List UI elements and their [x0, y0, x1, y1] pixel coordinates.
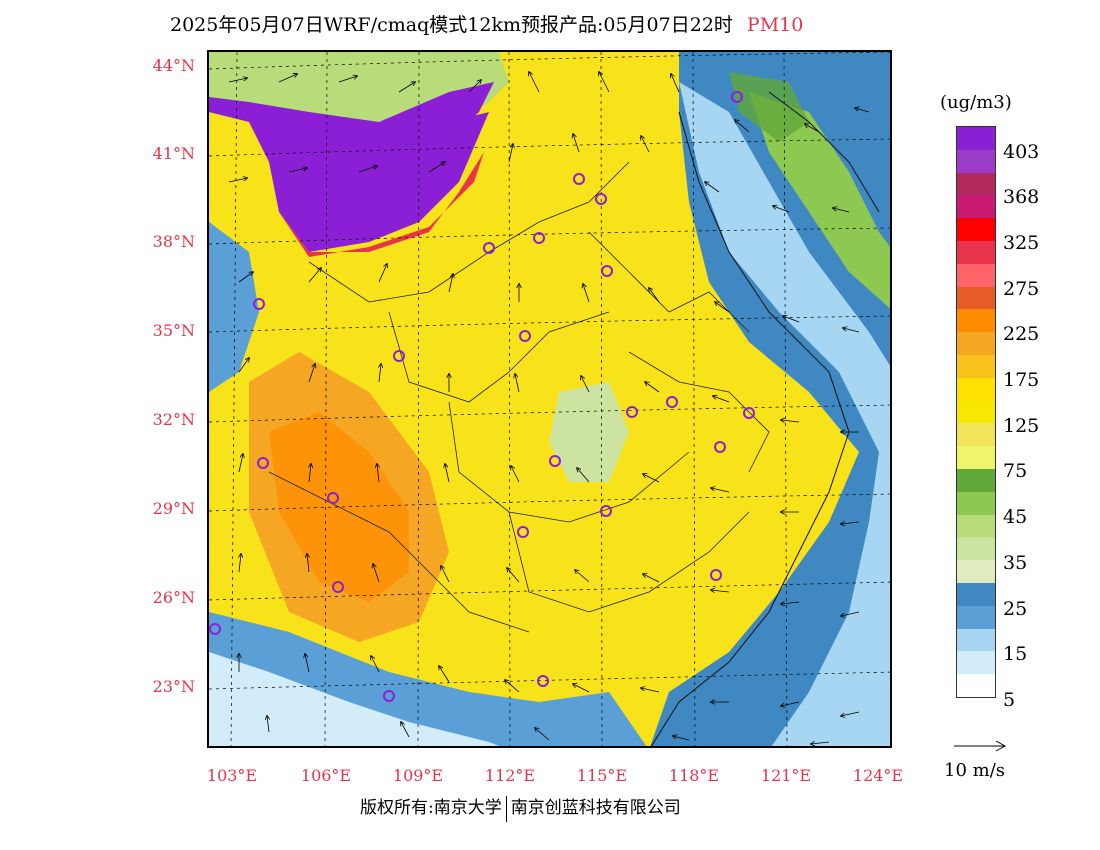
lat-label-32: 32°N	[152, 410, 195, 429]
lat-label-38: 38°N	[152, 232, 195, 251]
lat-label-35: 35°N	[152, 321, 195, 340]
sand-plume-core	[209, 112, 489, 252]
color-bar-cell	[957, 172, 995, 196]
province-borders	[268, 161, 770, 633]
copyright-right: 南京创蓝科技有限公司	[510, 798, 681, 818]
color-bar-cell	[957, 263, 995, 287]
legend-label: 15	[1003, 643, 1028, 665]
color-bar-cell	[957, 423, 995, 447]
legend-label: 175	[1003, 369, 1040, 391]
color-bar-cell	[957, 582, 995, 606]
color-bar-cell	[957, 240, 995, 264]
legend-label: 45	[1003, 506, 1028, 528]
copyright-divider	[505, 795, 507, 822]
central-low	[549, 382, 629, 482]
lon-label-121: 121°E	[760, 766, 812, 785]
legend-label: 25	[1003, 598, 1028, 620]
color-bar-cell	[957, 377, 995, 401]
legend-label: 75	[1003, 460, 1028, 482]
wind-scale-label: 10 m/s	[944, 760, 1005, 781]
lon-label-115: 115°E	[576, 766, 628, 785]
pollutant-label: PM10	[746, 14, 804, 36]
color-bar-cell	[957, 354, 995, 378]
color-bar-cell	[957, 628, 995, 652]
color-bar-cell	[957, 446, 995, 469]
wind-vectors	[228, 72, 870, 744]
color-bar-cell	[957, 218, 995, 241]
color-bar-cell	[957, 491, 995, 515]
color-bar-cell	[957, 651, 995, 675]
color-bar	[956, 126, 996, 698]
lat-label-29: 29°N	[152, 499, 195, 518]
color-bar-cell	[957, 309, 995, 333]
sea-zone-light	[679, 82, 890, 746]
color-bar-cell	[957, 149, 995, 173]
color-bar-cell	[957, 605, 995, 629]
northeast-green	[749, 92, 890, 309]
northeast-dark-green	[729, 72, 809, 142]
lon-label-124: 124°E	[852, 766, 904, 785]
color-bar-cell	[957, 560, 995, 583]
color-bar-cell	[957, 127, 995, 150]
legend-label: 368	[1003, 186, 1040, 208]
map-title: 2025年05月07日WRF/cmaq模式12km预报产品:05月07日22时 P…	[170, 10, 803, 37]
city-markers	[209, 91, 755, 702]
south-zone-light	[209, 652, 499, 746]
wind-scale-arrow	[954, 740, 1007, 752]
color-bar-cell	[957, 537, 995, 561]
lon-label-103: 103°E	[206, 766, 258, 785]
west-zone	[209, 222, 259, 392]
pollution-field	[209, 52, 890, 746]
legend-label: 5	[1003, 689, 1016, 711]
lat-label-23: 23°N	[152, 677, 195, 696]
forecast-map	[207, 50, 892, 748]
color-bar-cell	[957, 674, 995, 697]
lat-label-26: 26°N	[152, 588, 195, 607]
legend-label: 125	[1003, 415, 1040, 437]
color-bar-cell	[957, 468, 995, 492]
lat-label-41: 41°N	[152, 144, 195, 163]
legend-label: 225	[1003, 323, 1040, 345]
lon-label-109: 109°E	[392, 766, 444, 785]
color-bar-cell	[957, 400, 995, 424]
copyright: 版权所有:南京大学 南京创蓝科技有限公司	[360, 793, 681, 822]
color-bar-cell	[957, 514, 995, 538]
grid-lines	[209, 52, 890, 746]
coastline	[650, 91, 880, 746]
legend-label: 35	[1003, 552, 1028, 574]
lon-label-106: 106°E	[300, 766, 352, 785]
lat-label-44: 44°N	[152, 56, 195, 75]
color-bar-cell	[957, 286, 995, 310]
lon-label-118: 118°E	[668, 766, 720, 785]
legend-unit: (ug/m3)	[940, 92, 1012, 113]
color-bar-cell	[957, 332, 995, 355]
title-text: 2025年05月07日WRF/cmaq模式12km预报产品:05月07日22时	[170, 14, 733, 36]
legend-label: 403	[1003, 141, 1040, 163]
legend-label: 325	[1003, 232, 1040, 254]
color-bar-cell	[957, 195, 995, 219]
copyright-left: 版权所有:南京大学	[360, 798, 502, 818]
legend-label: 275	[1003, 278, 1040, 300]
lon-label-112: 112°E	[484, 766, 536, 785]
